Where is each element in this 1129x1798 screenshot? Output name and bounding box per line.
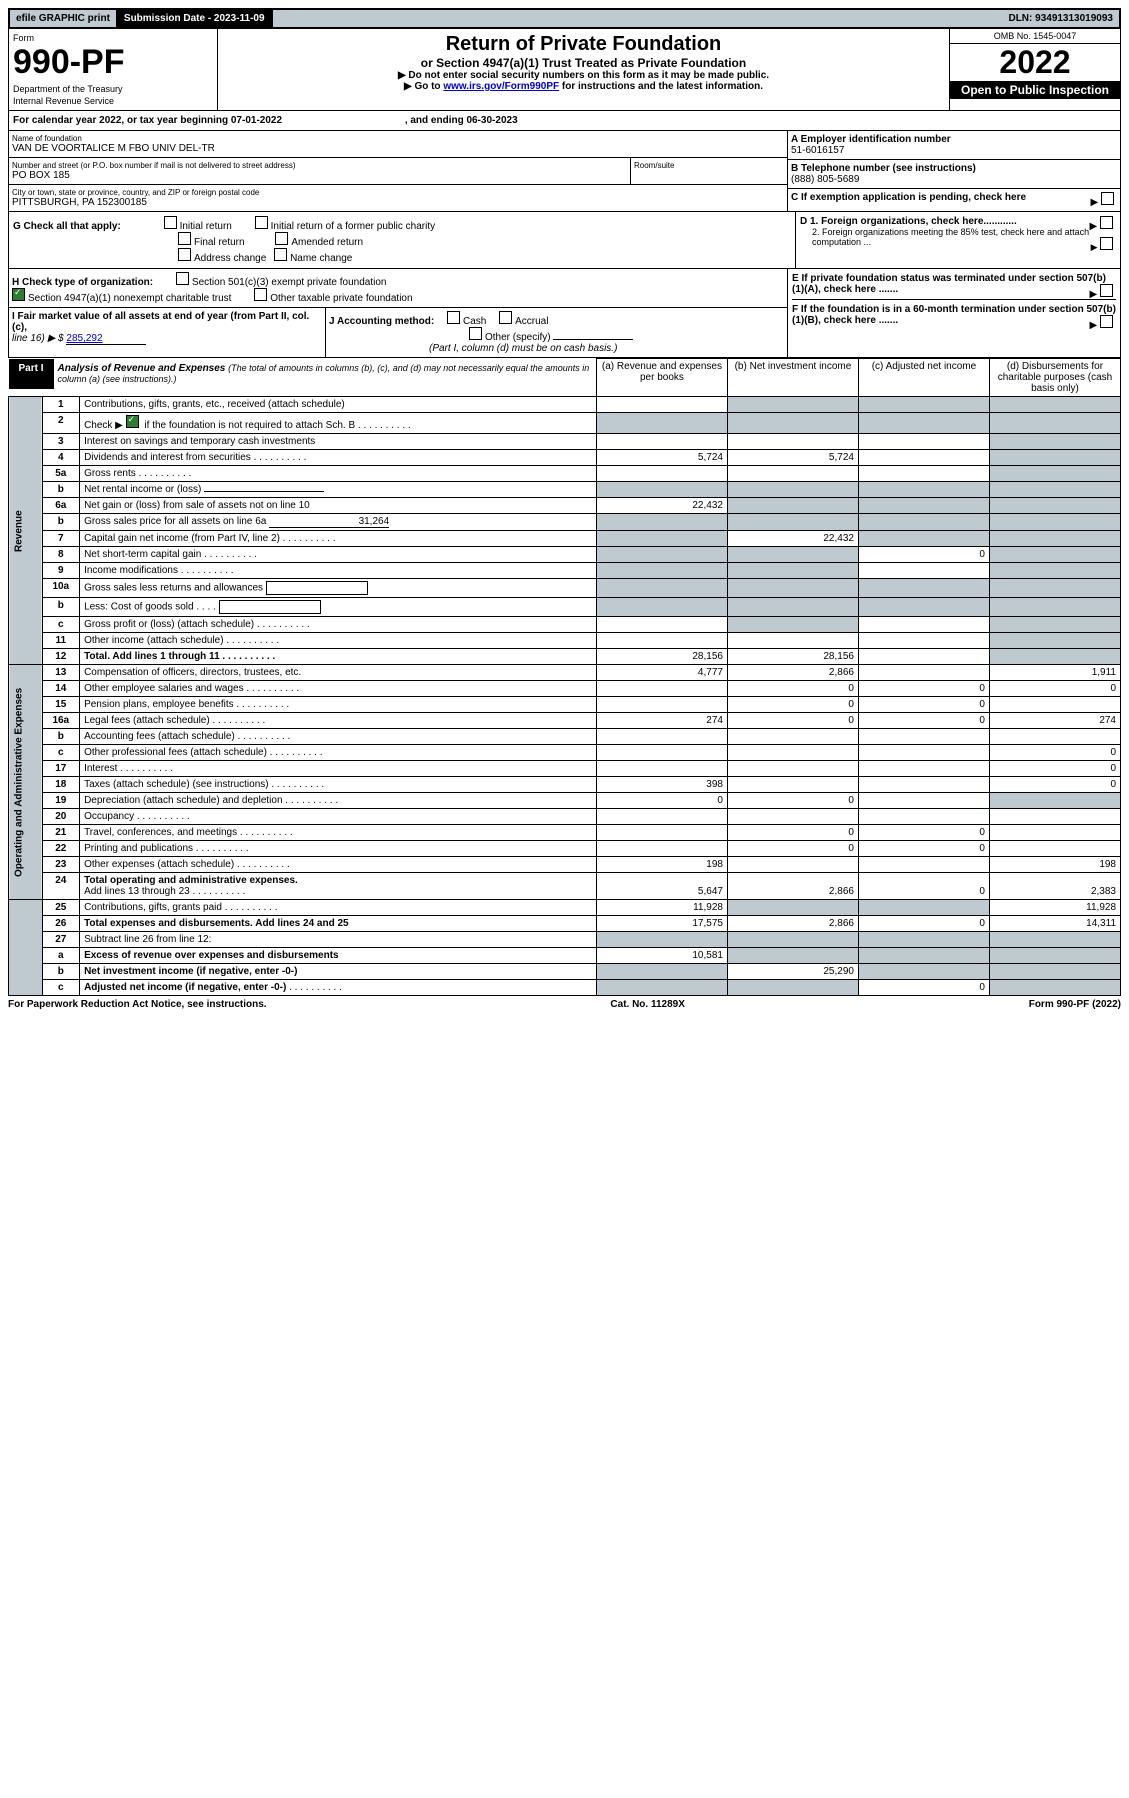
other-taxable-checkbox[interactable] <box>254 288 267 301</box>
irs-link[interactable]: www.irs.gov/Form990PF <box>443 81 559 92</box>
phone-value: (888) 805-5689 <box>791 174 1117 185</box>
f-checkbox[interactable] <box>1100 315 1113 328</box>
section-hij: H Check type of organization: Section 50… <box>8 269 1121 358</box>
room-label: Room/suite <box>634 161 784 170</box>
phone-label: B Telephone number (see instructions) <box>791 163 1117 174</box>
amended-checkbox[interactable] <box>275 232 288 245</box>
exemption-checkbox[interactable] <box>1101 192 1114 205</box>
city-state-zip: PITTSBURGH, PA 152300185 <box>12 197 784 208</box>
form-number: 990-PF <box>13 43 213 82</box>
foundation-name: VAN DE VOORTALICE M FBO UNIV DEL-TR <box>12 143 784 154</box>
top-bar: efile GRAPHIC print Submission Date - 20… <box>8 8 1121 29</box>
goto-note: ▶ Go to www.irs.gov/Form990PF for instru… <box>222 81 945 92</box>
ein-label: A Employer identification number <box>791 134 1117 145</box>
final-return-checkbox[interactable] <box>178 232 191 245</box>
submission-date: Submission Date - 2023-11-09 <box>118 10 273 27</box>
col-c-header: (c) Adjusted net income <box>858 359 989 397</box>
expenses-label: Operating and Administrative Expenses <box>9 665 43 900</box>
col-b-header: (b) Net investment income <box>727 359 858 397</box>
part1-label: Part I <box>9 359 54 389</box>
f-label: F If the foundation is in a 60-month ter… <box>792 304 1116 326</box>
accrual-checkbox[interactable] <box>499 311 512 324</box>
cash-checkbox[interactable] <box>447 311 460 324</box>
501c3-checkbox[interactable] <box>176 272 189 285</box>
other-method-checkbox[interactable] <box>469 327 482 340</box>
h-label: H Check type of organization: <box>12 277 153 288</box>
form-label: Form <box>13 33 213 43</box>
tax-year: 2022 <box>950 44 1120 81</box>
form-header: Form 990-PF Department of the Treasury I… <box>8 29 1121 111</box>
d1-checkbox[interactable] <box>1100 216 1113 229</box>
identification-section: Name of foundation VAN DE VOORTALICE M F… <box>8 131 1121 212</box>
j-note: (Part I, column (d) must be on cash basi… <box>429 343 617 354</box>
open-public: Open to Public Inspection <box>950 81 1120 99</box>
d2-checkbox[interactable] <box>1100 237 1113 250</box>
j-label: J Accounting method: <box>329 316 434 327</box>
city-label: City or town, state or province, country… <box>12 188 784 197</box>
d2-label: 2. Foreign organizations meeting the 85%… <box>812 227 1089 247</box>
ein-value: 51-6016157 <box>791 145 1117 156</box>
initial-former-checkbox[interactable] <box>255 216 268 229</box>
dept-irs: Internal Revenue Service <box>13 96 213 106</box>
g-label: G Check all that apply: <box>13 221 121 232</box>
part1-table: Part I Analysis of Revenue and Expenses … <box>8 358 1121 996</box>
col-a-header: (a) Revenue and expenses per books <box>596 359 727 397</box>
calendar-year: For calendar year 2022, or tax year begi… <box>8 111 1121 131</box>
dept-treasury: Department of the Treasury <box>13 84 213 94</box>
d1-label: D 1. Foreign organizations, check here..… <box>800 216 1017 227</box>
dln-label: DLN: 93491313019093 <box>1002 10 1119 27</box>
exemption-label: C If exemption application is pending, c… <box>791 192 1026 203</box>
part1-title: Analysis of Revenue and Expenses <box>58 363 226 374</box>
addr-label: Number and street (or P.O. box number if… <box>12 161 627 170</box>
page-footer: For Paperwork Reduction Act Notice, see … <box>8 996 1121 1010</box>
i-label: I Fair market value of all assets at end… <box>12 311 309 333</box>
address: PO BOX 185 <box>12 170 627 181</box>
fmv-value[interactable]: 285,292 <box>66 333 146 345</box>
e-label: E If private foundation status was termi… <box>792 273 1106 295</box>
ssn-note: ▶ Do not enter social security numbers o… <box>222 70 945 81</box>
revenue-label: Revenue <box>9 397 43 665</box>
cat-number: Cat. No. 11289X <box>610 999 684 1010</box>
section-g: G Check all that apply: Initial return I… <box>8 212 1121 269</box>
col-d-header: (d) Disbursements for charitable purpose… <box>989 359 1120 397</box>
paperwork-notice: For Paperwork Reduction Act Notice, see … <box>8 999 267 1010</box>
omb-number: OMB No. 1545-0047 <box>950 29 1120 44</box>
sch-b-checkbox[interactable] <box>126 415 139 428</box>
name-change-checkbox[interactable] <box>274 248 287 261</box>
name-label: Name of foundation <box>12 134 784 143</box>
initial-return-checkbox[interactable] <box>164 216 177 229</box>
form-subtitle: or Section 4947(a)(1) Trust Treated as P… <box>222 56 945 70</box>
form-title: Return of Private Foundation <box>222 33 945 56</box>
efile-label: efile GRAPHIC print <box>10 10 118 27</box>
address-change-checkbox[interactable] <box>178 248 191 261</box>
e-checkbox[interactable] <box>1100 284 1113 297</box>
4947-checkbox[interactable] <box>12 288 25 301</box>
form-footer: Form 990-PF (2022) <box>1029 999 1121 1010</box>
